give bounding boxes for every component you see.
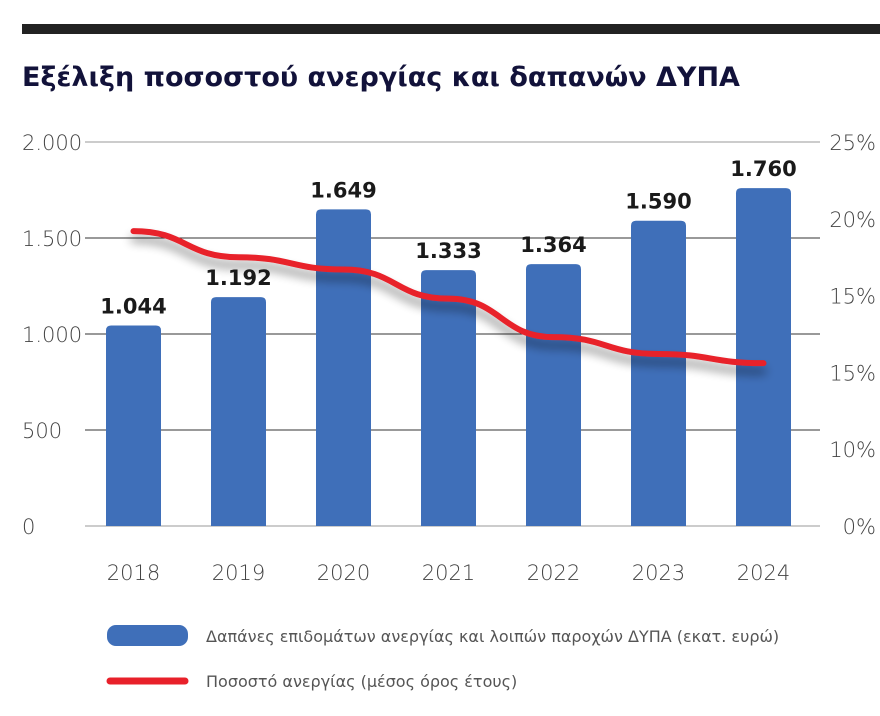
- chart-title: Εξέλιξη ποσοστού ανεργίας και δαπανών ΔΥ…: [22, 62, 740, 93]
- x-axis-tick-label: 2020: [317, 561, 370, 585]
- bar: [736, 188, 791, 526]
- right-axis-tick-label: 20%: [829, 208, 876, 232]
- bar: [631, 220, 686, 526]
- legend: Δαπάνες επιδομάτων ανεργίας και λοιπών π…: [106, 625, 779, 691]
- x-axis-tick-label: 2024: [737, 561, 790, 585]
- bar-data-label: 1.760: [730, 157, 796, 181]
- x-axis-tick-label: 2022: [527, 561, 580, 585]
- right-axis-tick-label: 10%: [829, 438, 876, 462]
- right-axis-tick-label: 0%: [843, 515, 876, 539]
- top-rule: [22, 24, 880, 34]
- left-axis-tick-label: 2.000: [22, 131, 82, 155]
- right-axis-tick-label: 15%: [829, 285, 876, 309]
- bar-data-label: 1.192: [205, 266, 271, 290]
- right-axis-tick-label: 15%: [829, 361, 876, 385]
- legend-swatch-bars: [107, 625, 188, 646]
- legend-label-bars: Δαπάνες επιδομάτων ανεργίας και λοιπών π…: [206, 627, 779, 646]
- x-axis-tick-label: 2023: [632, 561, 685, 585]
- bar-data-label: 1.364: [520, 233, 586, 257]
- x-axis-tick-label: 2021: [422, 561, 475, 585]
- left-axis-tick-label: 0: [22, 515, 35, 539]
- bar: [106, 325, 161, 526]
- left-axis-tick-label: 1.000: [22, 323, 82, 347]
- bar: [316, 209, 371, 526]
- x-axis-tick-label: 2019: [212, 561, 265, 585]
- bar: [526, 264, 581, 526]
- x-axis-tick-label: 2018: [107, 561, 160, 585]
- bar-data-label: 1.590: [625, 190, 691, 214]
- bar-data-label: 1.333: [415, 239, 481, 263]
- right-axis-tick-label: 25%: [829, 131, 876, 155]
- left-axis-tick-label: 500: [22, 419, 62, 443]
- bar: [211, 297, 266, 526]
- bar-data-label: 1.649: [310, 178, 376, 202]
- bar-data-label: 1.044: [100, 295, 166, 319]
- legend-label-line: Ποσοστό ανεργίας (μέσος όρος έτους): [206, 672, 517, 691]
- bar: [421, 270, 476, 526]
- left-axis-tick-label: 1.500: [22, 227, 82, 251]
